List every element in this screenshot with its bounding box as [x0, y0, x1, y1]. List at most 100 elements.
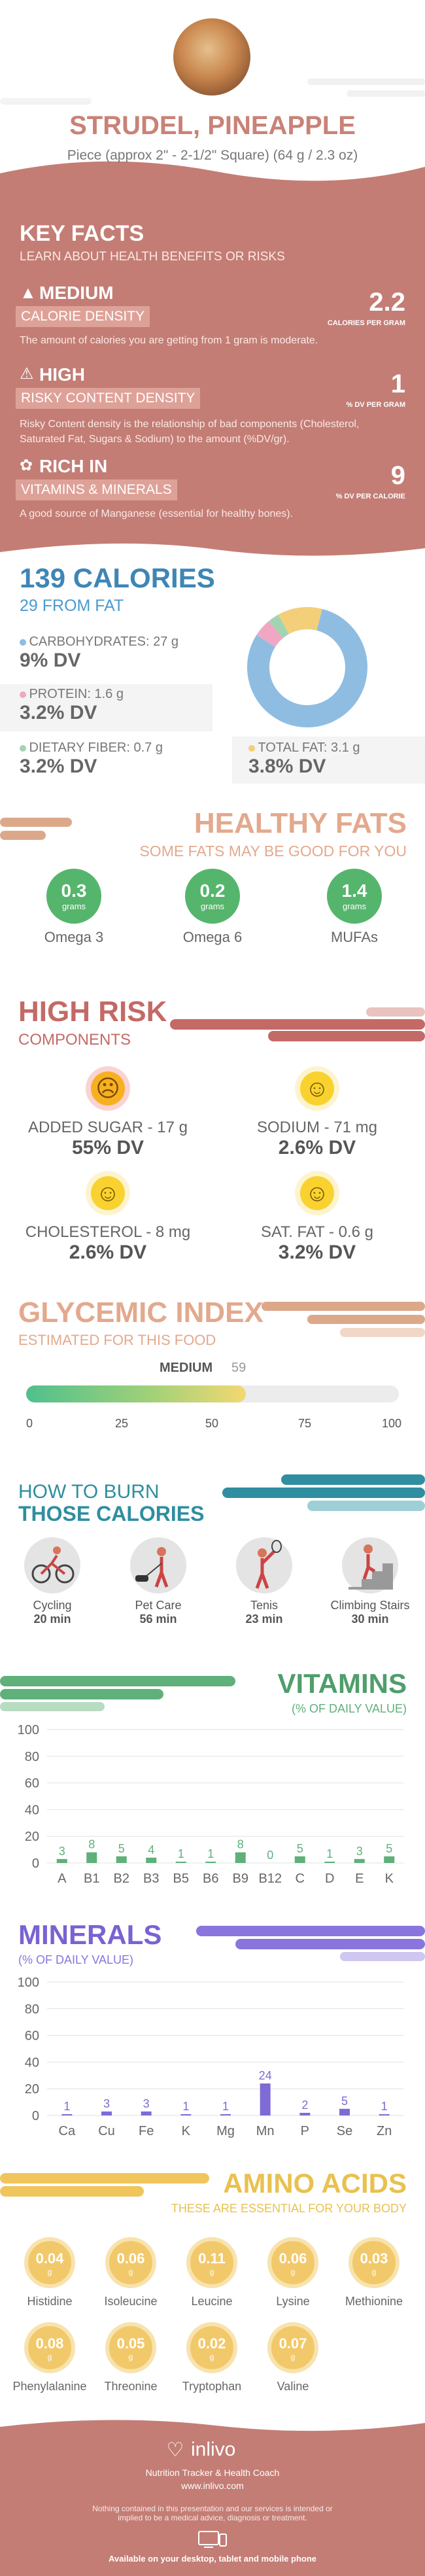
decor-bar	[307, 1501, 425, 1511]
vitamin-bar	[175, 1861, 186, 1863]
amino-label: Threonine	[104, 2380, 158, 2393]
decor-bar	[340, 1328, 425, 1337]
amino-item: 0.06 g Lysine	[254, 2237, 332, 2308]
fact-description: A good source of Manganese (essential fo…	[20, 508, 294, 519]
amino-item: 0.03 g Methionine	[335, 2237, 413, 2308]
vitamins-subtitle: (% OF DAILY VALUE)	[291, 1702, 407, 1715]
amino-unit: g	[47, 2267, 52, 2276]
amino-badge: 0.04 g	[24, 2237, 75, 2288]
mineral-bar	[339, 2108, 350, 2115]
mineral-category-label: Mg	[216, 2124, 235, 2138]
decor-bar	[235, 1939, 425, 1949]
risk-label: SODIUM - 71 mg	[256, 1119, 378, 1136]
burn-time: 30 min	[351, 1612, 389, 1626]
mineral-bar	[220, 2114, 231, 2115]
key-facts-section: KEY FACTS LEARN ABOUT HEALTH BENEFITS OR…	[0, 190, 425, 543]
vitamin-ytick: 60	[25, 1777, 39, 1791]
vitamin-category-label: C	[296, 1871, 305, 1886]
happy-face-icon: ☺	[86, 1171, 130, 1215]
mineral-value-label: 1	[63, 2100, 70, 2113]
protein-label: PROTEIN: 1.6 g	[29, 687, 124, 701]
mineral-category-label: Se	[337, 2124, 352, 2138]
mineral-bar	[141, 2111, 152, 2115]
amino-unit: g	[209, 2352, 214, 2361]
calorie-donut-chart	[247, 607, 367, 727]
burn-title-1: HOW TO BURN	[18, 1481, 160, 1503]
mineral-value-label: 1	[182, 2100, 189, 2113]
amino-value: 0.06	[116, 2250, 145, 2267]
amino-unit: g	[290, 2267, 296, 2276]
glycemic-tick: 0	[26, 1417, 33, 1430]
protein-dv: 3.2% DV	[20, 702, 97, 723]
vitamin-value-label: 8	[88, 1838, 95, 1851]
stairs-icon	[342, 1537, 398, 1593]
mineral-value-label: 24	[259, 2069, 272, 2082]
fact-calorie-density: ▲ MEDIUM CALORIE DENSITY 2.2 CALORIES PE…	[0, 281, 425, 353]
amino-value: 0.11	[198, 2250, 226, 2267]
fact-unit: % DV PER CALORIE	[335, 493, 405, 500]
mineral-bar	[180, 2114, 192, 2115]
risk-label: SAT. FAT - 0.6 g	[260, 1223, 374, 1241]
fat-name: MUFAs	[330, 929, 379, 945]
mineral-category-label: P	[301, 2124, 309, 2138]
decor-bar	[196, 1926, 425, 1936]
vitamin-category-label: B3	[143, 1871, 159, 1886]
flame-icon: ▲	[20, 283, 37, 302]
burn-pet-care: Pet Care 56 min	[119, 1537, 197, 1626]
glycemic-tick: 75	[298, 1417, 312, 1430]
amino-value: 0.07	[279, 2335, 307, 2352]
amino-value: 0.04	[35, 2250, 64, 2267]
amino-value: 0.06	[279, 2250, 307, 2267]
vitamin-category-label: B9	[233, 1871, 248, 1886]
burn-tennis: Tenis 23 min	[225, 1537, 303, 1626]
amino-badge: 0.02 g	[186, 2322, 237, 2373]
fact-unit: CALORIES PER GRAM	[327, 319, 405, 327]
serving-size: Piece (approx 2" - 2-1/2" Square) (64 g …	[67, 148, 358, 163]
carbs-row: CARBOHYDRATES: 27 g 9% DV	[20, 635, 178, 672]
fat-badge: 1.4 grams	[327, 869, 382, 924]
mineral-bar	[299, 2112, 311, 2115]
amino-label: Leucine	[191, 2295, 233, 2308]
decor-bar	[222, 1488, 425, 1498]
burn-label: Tenis	[250, 1599, 279, 1612]
footer-section: ♡ inlivo Nutrition Tracker & Health Coac…	[0, 2414, 425, 2576]
protein-panel	[0, 684, 212, 731]
decor-bar	[0, 2173, 209, 2184]
risk-sodium: ☺ SODIUM - 71 mg 2.6% DV	[222, 1066, 412, 1159]
amino-label: Tryptophan	[182, 2380, 242, 2393]
vitamin-category-label: K	[385, 1871, 394, 1886]
decor-bar	[307, 1315, 425, 1324]
fat-name: Omega 3	[44, 929, 104, 945]
fiber-dot	[20, 745, 26, 752]
burn-climbing-stairs: Climbing Stairs 30 min	[324, 1537, 416, 1626]
mineral-ytick: 80	[25, 2002, 39, 2017]
fat-mufas: 1.4 grams MUFAs	[318, 869, 390, 946]
vitamin-value-label: 0	[267, 1849, 273, 1862]
amino-value: 0.02	[197, 2335, 226, 2352]
fat-omega6: 0.2 grams Omega 6	[177, 869, 248, 946]
amino-item: 0.08 g Phenylalanine	[10, 2322, 89, 2393]
amino-item: 0.06 g Isoleucine	[92, 2237, 170, 2308]
fiber-row: DIETARY FIBER: 0.7 g 3.2% DV	[20, 740, 163, 778]
fact-label: RISKY CONTENT DENSITY	[16, 388, 201, 409]
sad-face-icon: ☹	[86, 1066, 130, 1111]
footer-url[interactable]: www.inlivo.com	[181, 2480, 244, 2491]
fiber-label: DIETARY FIBER: 0.7 g	[29, 740, 163, 755]
fat-badge: 0.3 grams	[46, 869, 101, 924]
amino-badge: 0.08 g	[24, 2322, 75, 2373]
amino-badge: 0.11 g	[186, 2237, 237, 2288]
decor-bar	[0, 1702, 105, 1711]
amino-badge: 0.06 g	[267, 2237, 318, 2288]
vitamin-category-label: B12	[258, 1871, 282, 1886]
devices-icon	[197, 2530, 228, 2549]
glycemic-subtitle: ESTIMATED FOR THIS FOOD	[18, 1332, 216, 1348]
decor-bar	[366, 1007, 425, 1017]
vitamin-category-label: B2	[114, 1871, 129, 1886]
mineral-bar	[61, 2114, 73, 2115]
footer-tagline: Nutrition Tracker & Health Coach	[145, 2467, 280, 2478]
decor-bar	[170, 1019, 425, 1030]
vitamin-category-label: E	[355, 1871, 364, 1886]
fat-dot	[248, 745, 255, 752]
risk-sat-fat: ☺ SAT. FAT - 0.6 g 3.2% DV	[222, 1171, 412, 1264]
burn-label: Cycling	[33, 1599, 72, 1612]
